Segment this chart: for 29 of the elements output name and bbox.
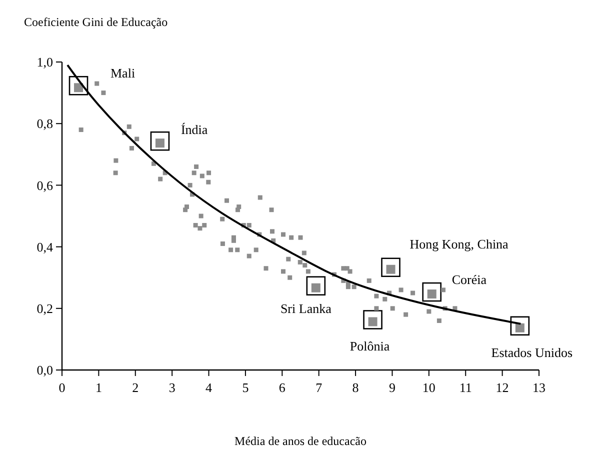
annotation: Estados Unidos bbox=[491, 344, 573, 360]
y-axis-title: Coeficiente Gini de Educação bbox=[24, 15, 168, 29]
y-tick-label: 0,2 bbox=[36, 300, 53, 316]
x-tick-label: 13 bbox=[532, 380, 546, 395]
x-tick-label: 7 bbox=[316, 380, 323, 395]
x-tick-label: 3 bbox=[168, 380, 176, 395]
y-tick-label: 0,6 bbox=[36, 178, 54, 193]
annotation: Índia bbox=[180, 122, 208, 138]
x-tick-label: 10 bbox=[422, 380, 436, 395]
annotation: Sri Lanka bbox=[280, 300, 332, 316]
x-tick-label: 6 bbox=[278, 380, 286, 395]
x-tick-label: 4 bbox=[206, 380, 213, 395]
x-tick-label: 2 bbox=[132, 380, 139, 395]
y-tick-label: 0,4 bbox=[36, 239, 54, 254]
y-tick-label: 0,8 bbox=[36, 116, 53, 132]
x-tick-label: 1 bbox=[95, 380, 102, 395]
x-tick-label: 8 bbox=[352, 380, 359, 395]
annotation: Coréia bbox=[452, 272, 487, 287]
x-tick-label: 11 bbox=[459, 380, 472, 395]
y-tick-label: 0,0 bbox=[36, 362, 53, 378]
x-tick-label: 5 bbox=[242, 380, 249, 395]
x-tick-label: 0 bbox=[58, 380, 66, 395]
annotation: Mali bbox=[110, 66, 136, 81]
x-tick-label: 12 bbox=[496, 380, 509, 395]
annotation: Hong Kong, China bbox=[410, 236, 509, 252]
y-tick-label: 1,0 bbox=[36, 54, 53, 70]
x-axis-title: Média de anos de educacão bbox=[234, 434, 366, 448]
annotation: Polônia bbox=[350, 338, 390, 354]
x-tick-label: 9 bbox=[388, 380, 396, 395]
